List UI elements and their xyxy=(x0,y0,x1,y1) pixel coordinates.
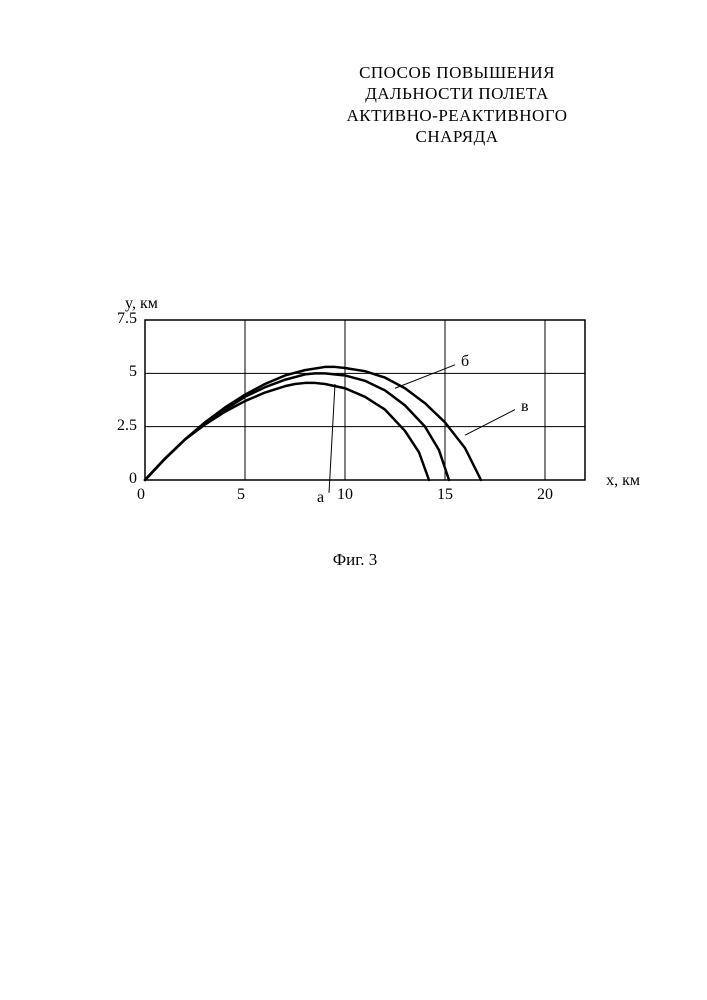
title-line-3: АКТИВНО-РЕАКТИВНОГО xyxy=(307,105,607,126)
title-line-1: СПОСОБ ПОВЫШЕНИЯ xyxy=(307,62,607,83)
series-label-a: а xyxy=(317,489,324,507)
x-tick-label: 5 xyxy=(237,486,245,504)
series-label-b: б xyxy=(461,353,469,371)
x-tick-label: 20 xyxy=(537,486,553,504)
title-line-2: ДАЛЬНОСТИ ПОЛЕТА xyxy=(307,83,607,104)
page-title: СПОСОБ ПОВЫШЕНИЯ ДАЛЬНОСТИ ПОЛЕТА АКТИВН… xyxy=(307,62,607,147)
y-tick-label: 2.5 xyxy=(117,417,137,435)
trajectory-chart: y, км x, км 0510152002.557.5 абв Фиг. 3 xyxy=(90,300,620,580)
x-tick-label: 10 xyxy=(337,486,353,504)
series-label-v: в xyxy=(521,398,529,416)
figure-caption: Фиг. 3 xyxy=(90,550,620,570)
title-line-4: СНАРЯДА xyxy=(307,126,607,147)
y-tick-label: 0 xyxy=(129,470,137,488)
y-tick-label: 7.5 xyxy=(117,310,137,328)
y-tick-label: 5 xyxy=(129,363,137,381)
x-tick-label: 0 xyxy=(137,486,145,504)
x-tick-label: 15 xyxy=(437,486,453,504)
x-axis-label: x, км xyxy=(606,472,640,490)
